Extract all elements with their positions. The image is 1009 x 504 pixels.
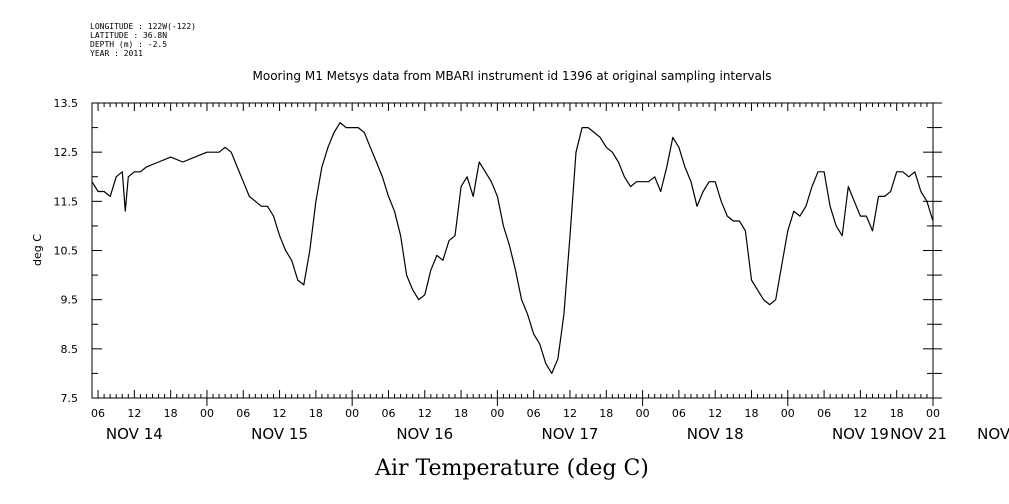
y-tick-label: 8.5 (61, 343, 79, 356)
x-day-label: NOV 15 (251, 425, 308, 443)
depth-text: DEPTH (m) : -2.5 (90, 40, 168, 49)
plot-group (91, 122, 934, 374)
y-tick-label: 12.5 (54, 146, 79, 159)
x-hour-tick-label: 00 (345, 407, 359, 420)
x-day-label: NOV 19 (832, 425, 889, 443)
x-hour-tick-label: 12 (563, 407, 577, 420)
air-temperature-series-line (91, 122, 934, 374)
y-tick-label: 9.5 (61, 294, 79, 307)
x-hour-tick-label: 06 (236, 407, 250, 420)
x-day-label: NOV 20 (977, 425, 1009, 443)
x-hour-tick-label: 06 (527, 407, 541, 420)
x-axis-title: Air Temperature (deg C) (374, 456, 649, 481)
x-day-label: NOV 14 (106, 425, 163, 443)
longitude-text: LONGITUDE : 122W(-122) (90, 22, 196, 31)
x-hour-tick-label: 06 (672, 407, 686, 420)
axes-group: 06 12 18 00 06 12 18 00 06 12 18 00 06 12 18 00 06 12 18 00… (54, 97, 1009, 443)
x-hour-tick-label: 18 (744, 407, 758, 420)
x-hour-tick-label: 06 (91, 407, 105, 420)
x-hour-tick-label: 12 (708, 407, 722, 420)
x-day-label: NOV 16 (396, 425, 453, 443)
x-hour-tick-label: 18 (309, 407, 323, 420)
x-hour-tick-label: 18 (164, 407, 178, 420)
y-axis-label: deg C (31, 234, 44, 266)
metadata-block: LONGITUDE : 122W(-122) LATITUDE : 36.8N … (90, 22, 196, 58)
plot-frame (91, 102, 934, 399)
y-tick-label: 11.5 (54, 195, 79, 208)
x-day-label: NOV 21 (890, 425, 947, 443)
x-hour-tick-label: 18 (454, 407, 468, 420)
x-day-label: NOV 18 (687, 425, 744, 443)
y-tick-label: 13.5 (54, 97, 79, 110)
year-text: YEAR : 2011 (90, 49, 143, 58)
x-hour-tick-label: 00 (200, 407, 214, 420)
x-day-label: NOV 17 (542, 425, 599, 443)
y-tick-label: 7.5 (61, 392, 79, 405)
x-hour-tick-label: 18 (890, 407, 904, 420)
x-hour-tick-label: 00 (636, 407, 650, 420)
x-hour-tick-label: 06 (817, 407, 831, 420)
x-hour-tick-label: 00 (490, 407, 504, 420)
x-hour-tick-label: 00 (926, 407, 940, 420)
y-tick-label: 10.5 (54, 245, 79, 258)
x-hour-tick-label: 12 (127, 407, 141, 420)
latitude-text: LATITUDE : 36.8N (90, 31, 168, 40)
x-hour-tick-label: 12 (853, 407, 867, 420)
x-hour-tick-label: 12 (273, 407, 287, 420)
x-hour-tick-label: 18 (599, 407, 613, 420)
x-hour-tick-label: 12 (418, 407, 432, 420)
x-hour-tick-label: 06 (381, 407, 395, 420)
chart-title: Mooring M1 Metsys data from MBARI instru… (253, 69, 772, 83)
x-hour-tick-label: 00 (781, 407, 795, 420)
